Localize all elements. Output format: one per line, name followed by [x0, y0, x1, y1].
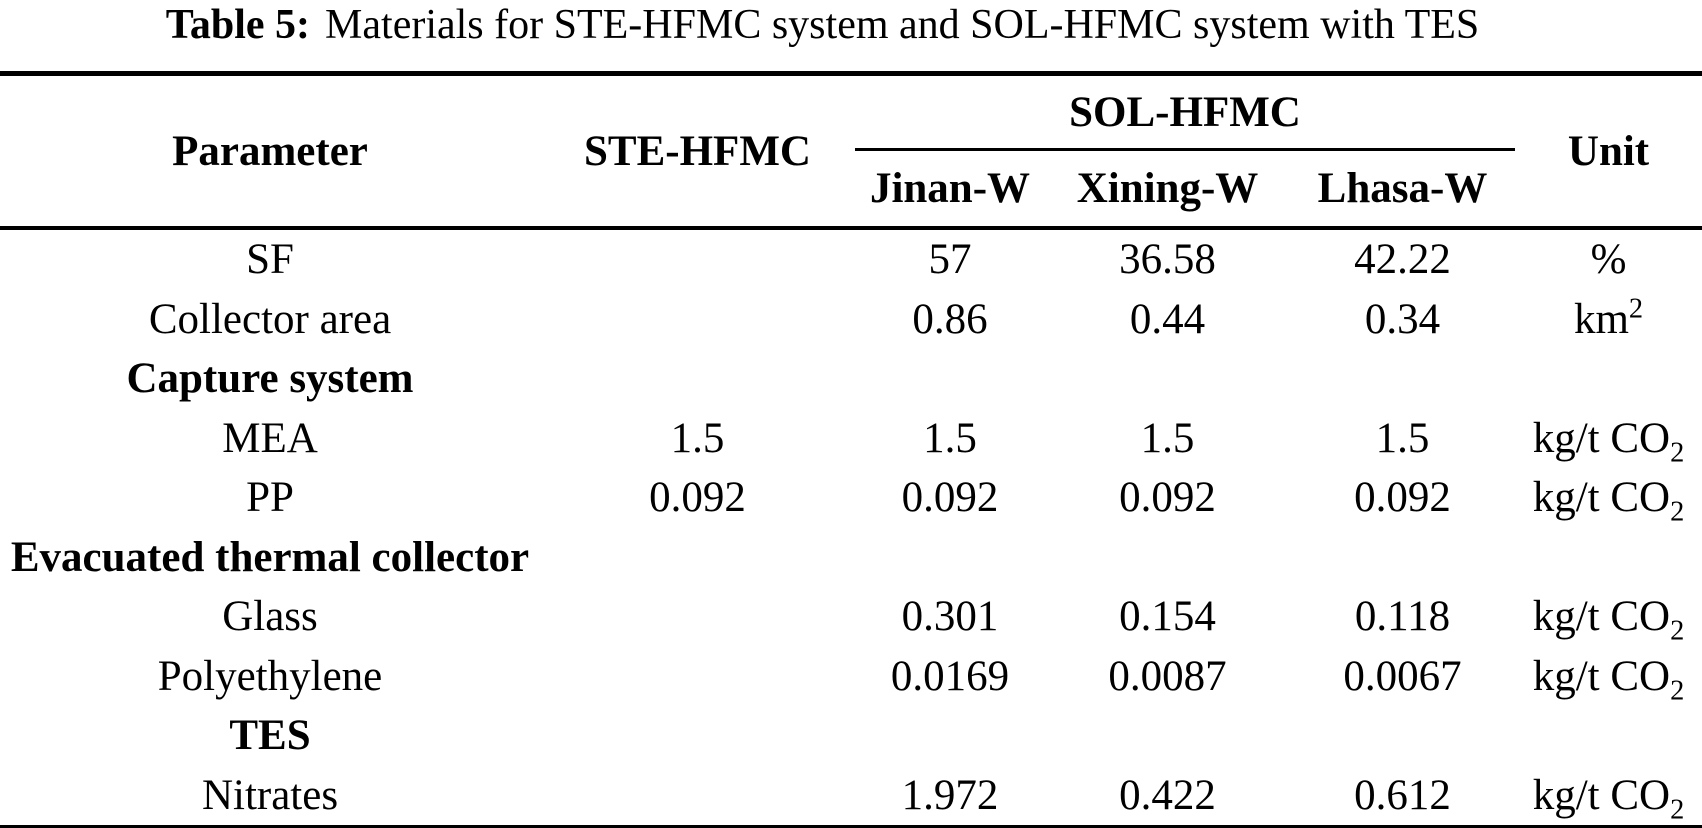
cell-parameter: Nitrates [201, 771, 339, 819]
table-row-collector-area: Collector area 0.86 0.44 0.34 km2 [0, 290, 1702, 350]
cell-ste-hfmc [540, 706, 855, 766]
cell-unit: % [1515, 228, 1702, 290]
cell-ste-hfmc: 0.092 [649, 474, 746, 522]
cell-lhasa-w [1290, 349, 1515, 409]
cell-xining-w [1045, 528, 1290, 588]
table-row-polyethylene: Polyethylene 0.0169 0.0087 0.0067 kg/t C… [0, 647, 1702, 707]
section-label: Capture system [126, 355, 414, 403]
header-row-cities: Jinan-W Xining-W Lhasa-W [0, 149, 1702, 230]
cell-lhasa-w [1290, 706, 1515, 766]
unit-base: kg/t CO [1532, 771, 1671, 819]
cell-parameter: Glass [222, 593, 318, 641]
cell-ste-hfmc [540, 766, 855, 828]
cell-parameter: Collector area [148, 295, 392, 343]
table-caption-text: Materials for STE-HFMC system and SOL-HF… [325, 2, 1480, 48]
cell-jinan-w: 1.972 [901, 771, 999, 819]
cell-ste-hfmc [540, 528, 855, 588]
unit-base: % [1590, 236, 1627, 284]
cell-jinan-w: 0.301 [901, 593, 999, 641]
cell-ste-hfmc [540, 587, 855, 647]
table-row-nitrates: Nitrates 1.972 0.422 0.612 kg/t CO2 [0, 766, 1702, 828]
unit-subscript: 2 [1670, 437, 1685, 469]
cell-lhasa-w [1290, 528, 1515, 588]
cell-jinan-w: 1.5 [923, 414, 977, 462]
cell-ste-hfmc [540, 228, 855, 290]
cell-unit [1515, 706, 1702, 766]
cell-xining-w: 0.44 [1129, 295, 1206, 343]
cell-lhasa-w: 0.34 [1364, 295, 1441, 343]
column-header-ste-hfmc: STE-HFMC [540, 73, 855, 230]
table-row-sf: SF 57 36.58 42.22 % [0, 228, 1702, 290]
cell-unit: kg/t CO2 [1515, 587, 1702, 647]
cell-jinan-w [855, 528, 1045, 588]
cell-ste-hfmc [540, 349, 855, 409]
cell-xining-w: 0.422 [1119, 771, 1216, 819]
cell-xining-w [1045, 706, 1290, 766]
section-row-tes: TES [0, 706, 1702, 766]
column-group-sol-hfmc: SOL-HFMC [855, 73, 1516, 151]
cell-lhasa-w: 1.5 [1375, 414, 1430, 462]
cell-unit [1515, 528, 1702, 588]
cell-jinan-w: 0.092 [901, 474, 999, 522]
cell-xining-w [1045, 349, 1290, 409]
cell-unit: kg/t CO2 [1515, 766, 1702, 828]
cell-lhasa-w: 0.612 [1354, 771, 1451, 819]
section-label: TES [229, 712, 311, 760]
section-row-capture-system: Capture system [0, 349, 1702, 409]
cell-xining-w: 36.58 [1119, 236, 1216, 284]
cell-xining-w: 0.0087 [1108, 652, 1227, 700]
unit-base: kg/t CO [1532, 414, 1671, 462]
header-row-groups: Parameter STE-HFMC SOL-HFMC Unit [0, 73, 1702, 230]
unit-subscript: 2 [1670, 675, 1685, 707]
unit-base: kg/t CO [1532, 652, 1671, 700]
cell-unit [1515, 349, 1702, 409]
unit-subscript: 2 [1670, 615, 1685, 647]
table-header: Parameter STE-HFMC SOL-HFMC Unit Jinan-W… [0, 73, 1702, 230]
cell-xining-w: 1.5 [1140, 414, 1195, 462]
table-row-pp: PP 0.092 0.092 0.092 0.092 kg/t CO2 [0, 468, 1702, 528]
section-label: Evacuated thermal collector [10, 533, 530, 581]
cell-jinan-w: 0.0169 [890, 652, 1010, 700]
cell-unit: kg/t CO2 [1515, 409, 1702, 469]
cell-lhasa-w: 42.22 [1354, 236, 1451, 284]
cell-parameter: MEA [222, 414, 318, 462]
cell-parameter: PP [246, 474, 294, 522]
cell-ste-hfmc: 1.5 [670, 414, 725, 462]
unit-subscript: 2 [1670, 496, 1685, 528]
table-body: SF 57 36.58 42.22 % Collector area 0.86 … [0, 228, 1702, 828]
column-header-jinan-w: Jinan-W [855, 149, 1045, 230]
cell-jinan-w [855, 706, 1045, 766]
table-row-mea: MEA 1.5 1.5 1.5 1.5 kg/t CO2 [0, 409, 1702, 469]
cell-lhasa-w: 0.092 [1354, 474, 1451, 522]
cell-unit: kg/t CO2 [1515, 468, 1702, 528]
materials-table: Parameter STE-HFMC SOL-HFMC Unit Jinan-W… [0, 71, 1702, 828]
cell-xining-w: 0.154 [1119, 593, 1216, 641]
cell-lhasa-w: 0.0067 [1343, 652, 1462, 700]
unit-base: km [1573, 295, 1629, 343]
column-header-parameter: Parameter [0, 73, 540, 230]
table-caption: Table 5: Materials for STE-HFMC system a… [0, 0, 1645, 71]
cell-unit: km2 [1515, 290, 1702, 350]
column-header-unit: Unit [1515, 73, 1702, 230]
section-row-evacuated-thermal-collector: Evacuated thermal collector [0, 528, 1702, 588]
cell-unit: kg/t CO2 [1515, 647, 1702, 707]
cell-jinan-w: 0.86 [912, 295, 988, 343]
column-header-lhasa-w: Lhasa-W [1290, 149, 1516, 230]
column-header-xining-w: Xining-W [1045, 149, 1290, 230]
unit-superscript: 2 [1628, 293, 1644, 325]
cell-jinan-w: 57 [928, 236, 972, 284]
unit-subscript: 2 [1670, 794, 1685, 826]
cell-ste-hfmc [540, 290, 855, 350]
cell-jinan-w [855, 349, 1045, 409]
table-caption-label: Table 5: [165, 2, 311, 48]
cell-ste-hfmc [540, 647, 855, 707]
table-row-glass: Glass 0.301 0.154 0.118 kg/t CO2 [0, 587, 1702, 647]
cell-xining-w: 0.092 [1119, 474, 1216, 522]
cell-lhasa-w: 0.118 [1354, 593, 1451, 641]
cell-parameter: SF [246, 236, 294, 284]
cell-parameter: Polyethylene [157, 652, 383, 700]
unit-base: kg/t CO [1532, 474, 1671, 522]
unit-base: kg/t CO [1532, 593, 1671, 641]
